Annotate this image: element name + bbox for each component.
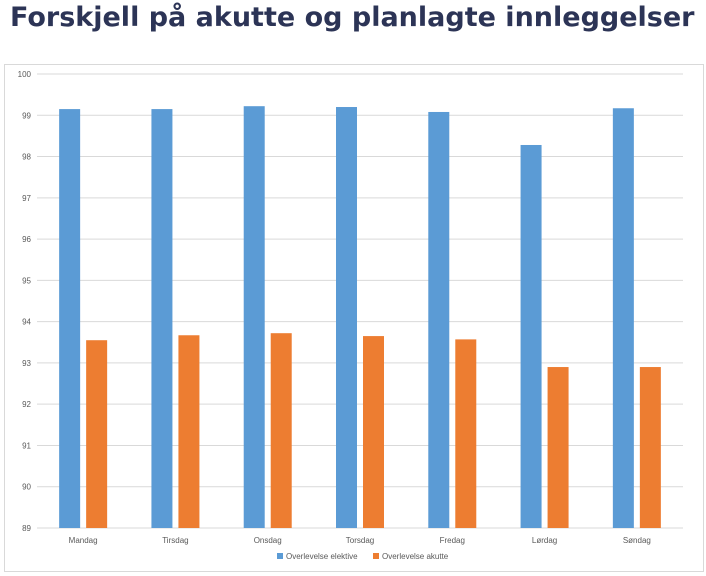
x-tick-label: Onsdag (254, 536, 282, 545)
y-axis-ticks: 89 90 91 92 93 94 95 96 97 98 99 100 (18, 70, 32, 533)
y-tick-label: 96 (22, 235, 31, 244)
legend: Overlevelse elektive Overlevelse akutte (277, 552, 449, 561)
y-tick-label: 94 (22, 318, 31, 327)
bar-akutte-onsdag (270, 333, 292, 528)
y-tick-label: 97 (22, 194, 31, 203)
y-tick-label: 98 (22, 153, 31, 162)
bar-elektive-tirsdag (151, 109, 173, 528)
bar-akutte-fredag (455, 339, 477, 528)
y-tick-label: 93 (22, 359, 31, 368)
bar-elektive-mandag (59, 109, 81, 528)
bar-elektive-fredag (428, 111, 450, 528)
y-tick-label: 91 (22, 441, 31, 450)
y-tick-label: 92 (22, 400, 31, 409)
bar-akutte-torsdag (363, 336, 384, 528)
chart-area: 89 90 91 92 93 94 95 96 97 98 99 100 Mandag Tirsdag O… (4, 64, 704, 572)
bar-akutte-tirsdag (178, 335, 200, 528)
x-tick-label: Fredag (440, 536, 465, 545)
legend-swatch (277, 553, 283, 559)
y-tick-label: 95 (22, 276, 31, 285)
y-tick-label: 90 (22, 483, 31, 492)
legend-label: Overlevelse elektive (286, 552, 358, 561)
bar-akutte-søndag (639, 367, 661, 528)
x-tick-label: Lørdag (532, 536, 557, 545)
bars (59, 106, 661, 529)
y-tick-label: 99 (22, 111, 31, 120)
page-title: Forskjell på akutte og planlagte innlegg… (10, 2, 695, 33)
y-tick-label: 100 (18, 70, 32, 79)
gridlines (37, 73, 683, 529)
bar-akutte-mandag (86, 340, 108, 528)
bar-elektive-torsdag (336, 107, 357, 528)
x-tick-label: Torsdag (346, 536, 374, 545)
x-tick-label: Søndag (623, 536, 651, 545)
x-tick-label: Mandag (69, 536, 98, 545)
bar-akutte-lørdag (547, 367, 569, 528)
x-axis-labels: Mandag Tirsdag Onsdag Torsdag Fredag Lørdag Sø… (69, 536, 651, 545)
bar-elektive-lørdag (520, 144, 542, 529)
bar-elektive-onsdag (243, 106, 265, 529)
x-tick-label: Tirsdag (162, 536, 188, 545)
legend-swatch (373, 553, 379, 559)
bar-chart: 89 90 91 92 93 94 95 96 97 98 99 100 Mandag Tirsdag O… (18, 70, 683, 561)
bar-elektive-søndag (612, 108, 634, 529)
legend-label: Overlevelse akutte (382, 552, 449, 561)
y-tick-label: 89 (22, 524, 31, 533)
